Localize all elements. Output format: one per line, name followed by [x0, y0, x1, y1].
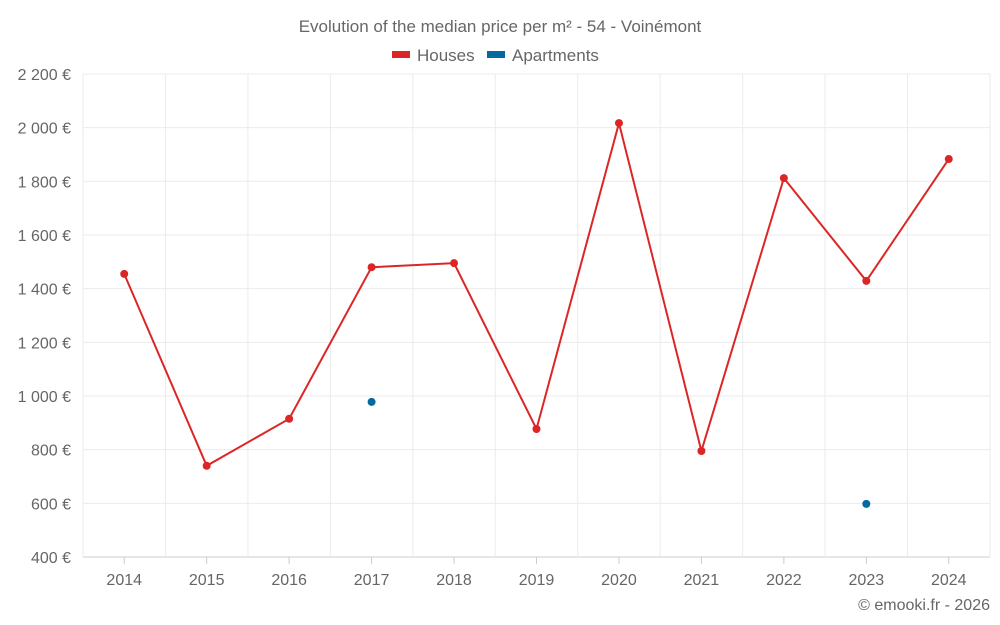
data-point-houses [450, 259, 459, 268]
y-tick-label: 1 400 € [18, 282, 71, 299]
legend: Houses Apartments [392, 46, 599, 65]
axes: 400 € 600 € 800 € 1 000 € 1 200 € 1 400 € 1 60… [18, 67, 967, 589]
x-tick-label: 2014 [106, 572, 142, 589]
x-tick-label: 2019 [519, 572, 555, 589]
x-tick-label: 2022 [766, 572, 802, 589]
legend-swatch-apartments [487, 51, 505, 58]
x-tick-label: 2021 [684, 572, 720, 589]
y-tick-label: 2 200 € [18, 67, 71, 84]
chart-title: Evolution of the median price per m² - 5… [299, 17, 702, 36]
legend-label-apartments: Apartments [512, 46, 599, 65]
y-tick-label: 400 € [31, 550, 71, 567]
y-tick-label: 2 000 € [18, 121, 71, 138]
x-tick-label: 2017 [354, 572, 390, 589]
data-point-houses [862, 276, 871, 285]
x-tick-label: 2018 [436, 572, 472, 589]
credit-text: © emooki.fr - 2026 [858, 597, 990, 614]
x-tick-label: 2023 [849, 572, 885, 589]
x-tick-label: 2016 [271, 572, 307, 589]
y-tick-label: 600 € [31, 496, 71, 513]
x-tick-label: 2020 [601, 572, 637, 589]
x-tick-label: 2015 [189, 572, 225, 589]
data-point-houses [944, 155, 953, 164]
data-point-houses [202, 461, 211, 470]
y-tick-label: 1 000 € [18, 389, 71, 406]
data-point-houses [532, 425, 541, 434]
y-tick-label: 800 € [31, 443, 71, 460]
y-tick-label: 1 600 € [18, 228, 71, 245]
series [120, 119, 953, 508]
data-point-houses [614, 119, 623, 128]
legend-swatch-houses [392, 51, 410, 58]
data-point-houses [120, 269, 129, 278]
data-point-houses [285, 414, 294, 423]
data-point-apartments [862, 499, 871, 508]
x-tick-label: 2024 [931, 572, 967, 589]
data-point-houses [779, 174, 788, 183]
data-point-houses [697, 447, 706, 456]
y-tick-label: 1 800 € [18, 174, 71, 191]
grid [82, 73, 991, 558]
data-point-houses [367, 263, 376, 272]
data-point-apartments [367, 397, 376, 406]
legend-label-houses: Houses [417, 46, 475, 65]
y-tick-label: 1 200 € [18, 335, 71, 352]
